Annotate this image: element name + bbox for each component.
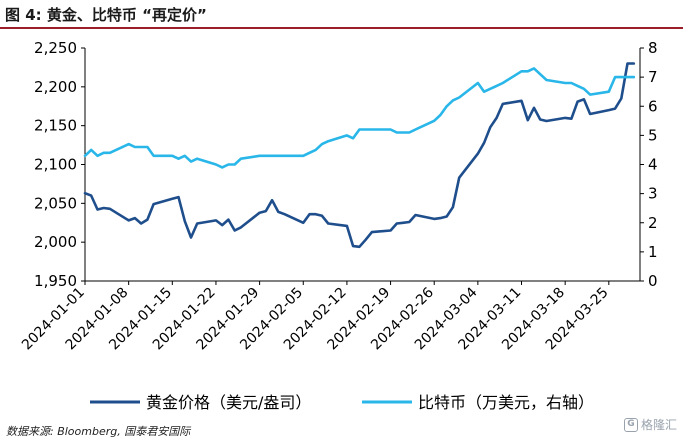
left-axis-tick-label: 2,000	[34, 233, 77, 251]
watermark-logo-icon: G	[623, 417, 638, 432]
right-axis-tick-label: 0	[648, 272, 658, 290]
right-axis-tick-label: 8	[648, 39, 658, 57]
right-axis-tick-label: 2	[648, 214, 658, 232]
left-axis-tick-label: 2,150	[34, 117, 77, 135]
legend: 黄金价格（美元/盎司） 比特币（万美元，右轴）	[90, 393, 594, 412]
right-axis-tick-label: 5	[648, 126, 658, 144]
series-lines	[83, 62, 636, 249]
axes: 1,950 2,000 2,050 2,100 2,150 2,200 2,250 0 1 2 3 4…	[19, 39, 658, 353]
gold-price-line	[83, 62, 636, 249]
left-axis-tick-label: 2,250	[34, 39, 77, 57]
left-axis-tick-label: 2,100	[34, 156, 77, 174]
right-axis-tick-label: 3	[648, 185, 658, 203]
left-axis-tick-label: 2,050	[34, 194, 77, 212]
legend-label: 比特币（万美元，右轴）	[418, 393, 594, 412]
left-axis-tick-label: 2,200	[34, 78, 77, 96]
source-note: 数据来源: Bloomberg, 国泰君安国际	[6, 425, 191, 438]
watermark-label: 格隆汇	[640, 418, 677, 432]
right-axis-tick-label: 4	[648, 156, 658, 174]
left-axis-tick-label: 1,950	[34, 272, 77, 290]
right-axis-tick-label: 7	[648, 68, 658, 86]
right-axis-tick-label: 6	[648, 97, 658, 115]
figure-title: 图 4: 黄金、比特币 “再定价”	[5, 6, 207, 24]
right-axis-tick-label: 1	[648, 243, 658, 261]
bitcoin-price-line	[83, 67, 636, 169]
title-rule	[0, 27, 683, 29]
legend-label: 黄金价格（美元/盎司）	[146, 393, 311, 412]
watermark: G 格隆汇	[623, 416, 677, 433]
